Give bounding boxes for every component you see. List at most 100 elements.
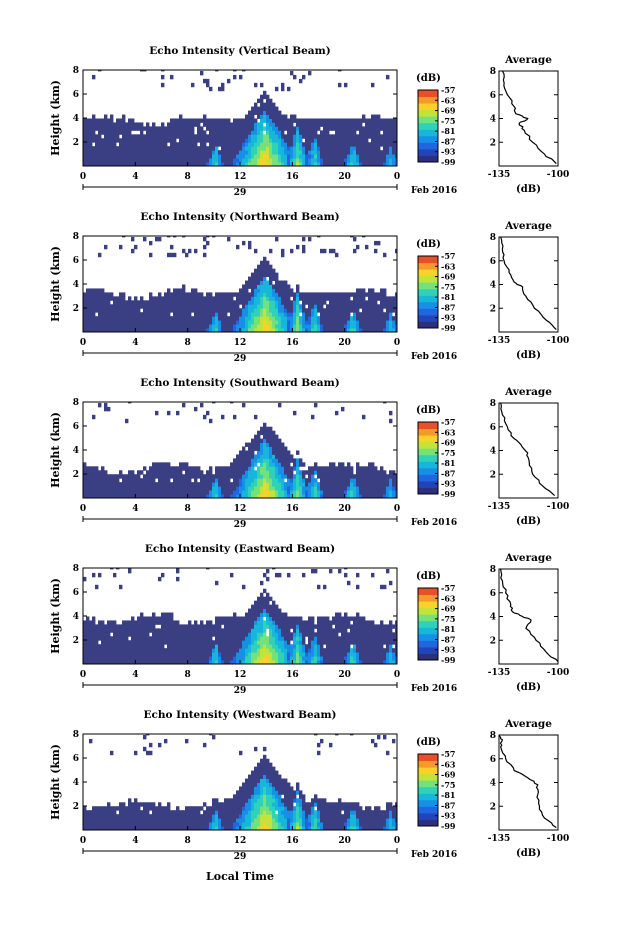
echo-cell (278, 478, 282, 483)
echo-cell (236, 296, 240, 301)
echo-cell (254, 628, 258, 633)
echo-cell (128, 324, 132, 329)
echo-cell (374, 300, 378, 305)
echo-cell (380, 474, 384, 479)
echo-cell (347, 462, 351, 467)
echo-cell (347, 118, 351, 123)
echo-cell (107, 478, 111, 483)
echo-cell (290, 458, 294, 463)
echo-cell (374, 154, 378, 159)
x-tick-label: 4 (132, 172, 138, 182)
echo-cell (269, 280, 273, 285)
echo-cell (260, 122, 264, 127)
echo-cell (308, 632, 312, 637)
x-tick-label: 16 (286, 172, 299, 182)
echo-cell (224, 482, 228, 487)
echo-cell (344, 320, 348, 325)
echo-cell (305, 632, 309, 637)
echo-cell (272, 304, 276, 309)
echo-cell (332, 304, 336, 309)
echo-cell (344, 640, 348, 645)
echo-cell (227, 660, 231, 664)
echo-cell (224, 304, 228, 309)
echo-cell (197, 644, 201, 649)
echo-cell (260, 142, 264, 147)
echo-cell (302, 640, 306, 645)
echo-cell (251, 624, 255, 629)
echo-cell (206, 304, 210, 309)
echo-cell (167, 624, 171, 629)
echo-cell (176, 652, 180, 657)
echo-cell (380, 150, 384, 155)
echo-cell (392, 122, 396, 127)
echo-cell (233, 636, 237, 641)
echo-cell (362, 620, 366, 625)
echo-cell (233, 490, 237, 495)
echo-cell (362, 288, 366, 293)
echo-cell (272, 640, 276, 645)
echo-cell (152, 146, 156, 151)
echo-cell (215, 126, 219, 131)
echo-cell (302, 316, 306, 321)
echo-cell (215, 474, 219, 479)
echo-cell (245, 134, 249, 139)
echo-cell (314, 146, 318, 151)
echo-cell (374, 130, 378, 135)
echo-cell (362, 644, 366, 649)
echo-cell (218, 640, 222, 645)
echo-cell (119, 324, 123, 329)
echo-cell (284, 288, 288, 293)
echo-cell (182, 316, 186, 321)
echo-cell (326, 146, 330, 151)
echo-cell (95, 320, 99, 325)
echo-cell (233, 620, 237, 625)
echo-cell (341, 482, 345, 487)
echo-cell (191, 162, 195, 166)
echo-cell (134, 154, 138, 159)
echo-cell (176, 150, 180, 155)
echo-cell (158, 478, 162, 483)
echo-cell (173, 466, 177, 471)
echo-cell (248, 150, 252, 155)
echo-cell (341, 632, 345, 637)
echo-cell (182, 402, 186, 408)
echo-cell (320, 158, 324, 163)
echo-cell (89, 470, 93, 475)
echo-cell (83, 300, 87, 305)
echo-cell (395, 154, 397, 159)
echo-cell (122, 656, 126, 661)
echo-cell (347, 644, 351, 649)
echo-cell (152, 162, 156, 166)
echo-cell (98, 660, 102, 664)
echo-cell (137, 636, 141, 641)
echo-cell (248, 474, 252, 479)
echo-cell (326, 130, 330, 135)
echo-cell (374, 142, 378, 147)
echo-cell (236, 470, 240, 475)
echo-cell (371, 490, 375, 495)
echo-cell (290, 134, 294, 139)
echo-cell (269, 628, 273, 633)
echo-cell (311, 308, 315, 313)
echo-cell (119, 628, 123, 633)
echo-cell (386, 640, 390, 645)
echo-cell (92, 652, 96, 657)
echo-cell (371, 292, 375, 297)
echo-cell (371, 320, 375, 325)
echo-cell (362, 146, 366, 151)
echo-cell (140, 652, 144, 657)
echo-cell (266, 462, 270, 467)
echo-cell (332, 134, 336, 139)
echo-cell (284, 280, 288, 285)
echo-cell (275, 616, 279, 621)
echo-cell (203, 162, 207, 166)
echo-cell (314, 648, 318, 653)
echo-cell (266, 268, 270, 274)
echo-cell (101, 296, 105, 301)
echo-cell (137, 158, 141, 163)
echo-cell (206, 126, 210, 131)
echo-cell (239, 130, 243, 135)
echo-cell (395, 490, 397, 495)
echo-cell (371, 494, 375, 498)
echo-cell (290, 130, 294, 135)
